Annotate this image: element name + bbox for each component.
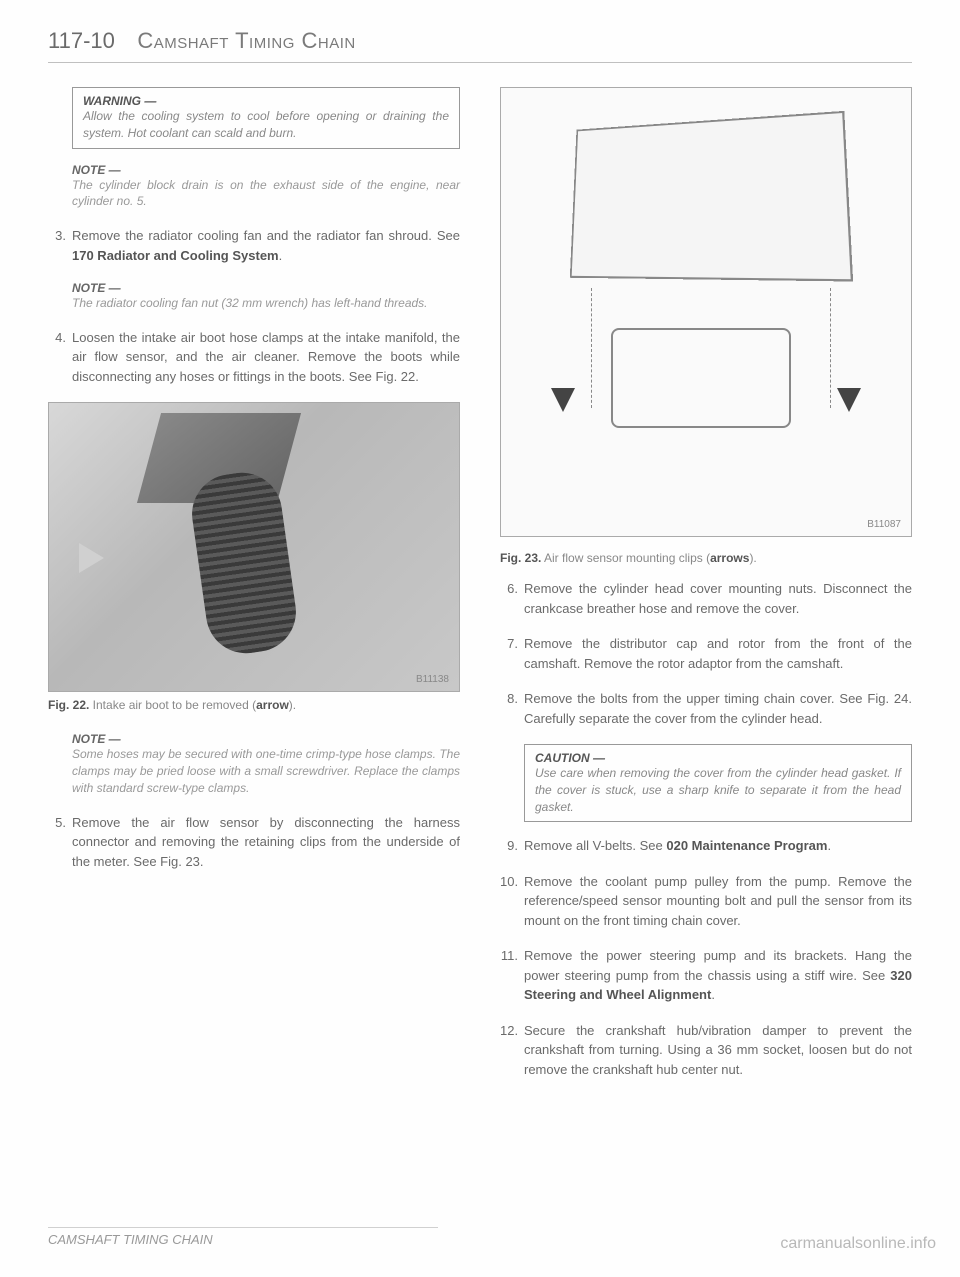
figure-image-id: B11087 [867,519,901,530]
intake-hose-shape [187,468,301,659]
sensor-housing-shape [570,111,853,282]
step-text: Remove the coolant pump pulley from the … [524,872,912,931]
step-number: 12. [500,1021,524,1080]
note-title: NOTE — [72,163,460,177]
warning-box: WARNING — Allow the cooling system to co… [72,87,460,149]
page-number: 117-10 [48,28,115,53]
caution-box: CAUTION — Use care when removing the cov… [524,744,912,822]
step-text: Remove all V-belts. See 020 Maintenance … [524,836,912,856]
warning-title: WARNING — [83,94,449,108]
note-text: The radiator cooling fan nut (32 mm wren… [72,295,460,312]
step-number: 10. [500,872,524,931]
note-block-3: NOTE — Some hoses may be secured with on… [72,732,460,796]
note-title: NOTE — [72,732,460,746]
step-5: 5. Remove the air flow sensor by disconn… [48,813,460,872]
step-number: 3. [48,226,72,265]
step-8: 8. Remove the bolts from the upper timin… [500,689,912,728]
figure-22-caption: Fig. 22. Intake air boot to be removed (… [48,698,460,712]
arrow-indicator [551,388,575,412]
right-column: B11087 Fig. 23. Air flow sensor mounting… [500,87,912,1095]
left-column: WARNING — Allow the cooling system to co… [48,87,460,1095]
note-block-1: NOTE — The cylinder block drain is on th… [72,163,460,211]
watermark: carmanualsonline.info [780,1235,936,1253]
step-6: 6. Remove the cylinder head cover mounti… [500,579,912,618]
caution-title: CAUTION — [535,751,901,765]
figure-22: B11138 Fig. 22. Intake air boot to be re… [48,402,460,712]
step-number: 5. [48,813,72,872]
page-header: 117-10 Camshaft Timing Chain [48,28,912,63]
note-block-2: NOTE — The radiator cooling fan nut (32 … [72,281,460,312]
warning-text: Allow the cooling system to cool before … [83,108,449,142]
guide-line [591,288,592,408]
figure-23: B11087 Fig. 23. Air flow sensor mounting… [500,87,912,565]
step-number: 8. [500,689,524,728]
step-7: 7. Remove the distributor cap and rotor … [500,634,912,673]
step-text: Remove the cylinder head cover mounting … [524,579,912,618]
step-number: 9. [500,836,524,856]
arrow-indicator [79,543,104,573]
content-columns: WARNING — Allow the cooling system to co… [48,87,912,1095]
figure-23-image: B11087 [500,87,912,537]
step-4: 4. Loosen the intake air boot hose clamp… [48,328,460,387]
step-12: 12. Secure the crankshaft hub/vibration … [500,1021,912,1080]
step-text: Remove the power steering pump and its b… [524,946,912,1005]
step-text: Remove the distributor cap and rotor fro… [524,634,912,673]
figure-22-image: B11138 [48,402,460,692]
step-text: Remove the radiator cooling fan and the … [72,226,460,265]
step-number: 4. [48,328,72,387]
note-text: The cylinder block drain is on the exhau… [72,177,460,211]
caution-text: Use care when removing the cover from th… [535,765,901,815]
page-footer: CAMSHAFT TIMING CHAIN [48,1227,438,1247]
step-3: 3. Remove the radiator cooling fan and t… [48,226,460,265]
figure-image-id: B11138 [416,674,449,685]
step-10: 10. Remove the coolant pump pulley from … [500,872,912,931]
step-text: Secure the crankshaft hub/vibration damp… [524,1021,912,1080]
step-9: 9. Remove all V-belts. See 020 Maintenan… [500,836,912,856]
step-number: 6. [500,579,524,618]
guide-line [830,288,831,408]
step-text: Remove the bolts from the upper timing c… [524,689,912,728]
arrow-indicator [837,388,861,412]
step-text: Remove the air flow sensor by disconnect… [72,813,460,872]
note-text: Some hoses may be secured with one-time … [72,746,460,796]
mounting-bracket-shape [611,328,791,428]
note-title: NOTE — [72,281,460,295]
step-number: 11. [500,946,524,1005]
step-11: 11. Remove the power steering pump and i… [500,946,912,1005]
figure-23-caption: Fig. 23. Air flow sensor mounting clips … [500,551,912,565]
chapter-title: Camshaft Timing Chain [137,28,355,53]
step-text: Loosen the intake air boot hose clamps a… [72,328,460,387]
step-number: 7. [500,634,524,673]
